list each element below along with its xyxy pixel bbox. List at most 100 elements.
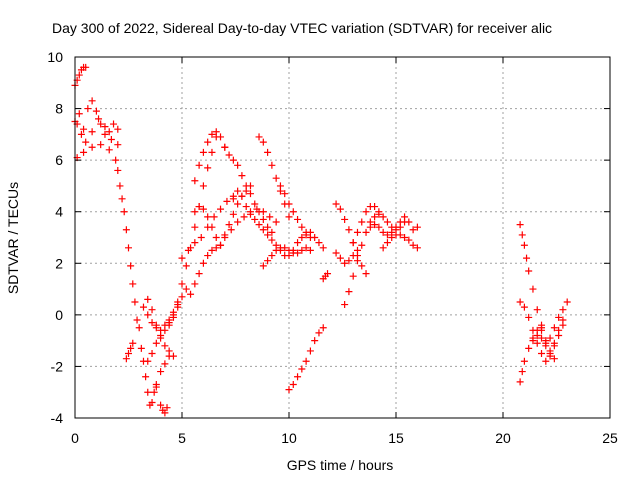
data-point — [238, 192, 246, 200]
series-4 — [114, 166, 143, 332]
data-point — [525, 267, 533, 275]
data-point — [217, 133, 225, 141]
data-point — [525, 344, 533, 352]
data-point — [234, 161, 242, 169]
data-point — [392, 223, 400, 231]
x-tick-label: 25 — [602, 430, 618, 446]
data-point — [272, 246, 280, 254]
data-point — [101, 123, 109, 131]
data-point — [212, 244, 220, 252]
data-point — [349, 252, 357, 260]
data-point — [413, 244, 421, 252]
data-point — [182, 262, 190, 270]
data-point — [306, 228, 314, 236]
data-point — [332, 200, 340, 208]
data-point — [336, 254, 344, 262]
y-axis-label: SDTVAR / TECUs — [5, 182, 21, 294]
data-point — [125, 350, 132, 358]
data-point — [80, 148, 88, 156]
series-26 — [285, 324, 327, 394]
data-point — [542, 357, 550, 365]
data-point — [362, 270, 370, 278]
data-point — [311, 234, 319, 241]
data-point — [268, 252, 276, 260]
data-point — [82, 138, 90, 146]
y-tick-label: 2 — [55, 255, 63, 271]
data-point — [142, 373, 150, 381]
data-point — [289, 380, 297, 388]
data-point — [518, 368, 526, 376]
data-point — [165, 347, 173, 355]
data-point — [122, 226, 130, 234]
data-point — [246, 182, 254, 190]
data-point — [77, 130, 85, 138]
data-point — [375, 223, 383, 231]
series-15 — [178, 192, 237, 262]
data-point — [529, 337, 537, 345]
data-point — [294, 249, 302, 257]
data-point — [383, 239, 391, 247]
y-tick-label: -4 — [51, 410, 64, 426]
data-point — [349, 272, 357, 280]
data-point — [341, 259, 349, 267]
series-37 — [538, 316, 567, 355]
data-point — [272, 174, 280, 182]
series-0 — [71, 63, 90, 89]
data-point — [409, 226, 417, 234]
data-point — [315, 329, 323, 337]
data-point — [294, 373, 302, 381]
data-point — [379, 244, 387, 252]
data-point — [161, 360, 169, 368]
data-point — [152, 339, 160, 347]
data-point — [88, 128, 96, 136]
data-point — [289, 208, 297, 216]
data-point — [525, 313, 533, 321]
data-point — [163, 404, 171, 412]
data-point — [516, 221, 524, 229]
data-point — [520, 241, 528, 249]
x-tick-label: 5 — [178, 430, 186, 446]
data-point — [191, 177, 199, 185]
data-point — [125, 244, 132, 252]
data-point — [266, 213, 274, 221]
data-point — [120, 208, 128, 216]
data-point — [332, 249, 340, 257]
x-tick-label: 15 — [388, 430, 404, 446]
x-tick-label: 20 — [495, 430, 511, 446]
data-point — [131, 298, 139, 306]
data-point — [225, 151, 233, 159]
data-point — [144, 295, 152, 303]
data-point — [268, 161, 276, 169]
data-point — [208, 246, 216, 254]
series-18 — [217, 182, 254, 249]
data-point — [520, 357, 528, 365]
data-point — [302, 244, 310, 252]
series-20 — [221, 205, 280, 241]
series-27 — [332, 200, 370, 278]
data-point — [366, 223, 374, 231]
data-point — [223, 197, 231, 205]
data-point — [533, 331, 541, 339]
data-point — [97, 120, 105, 128]
data-point — [264, 231, 272, 239]
y-tick-label: 8 — [55, 101, 63, 117]
data-point — [550, 355, 558, 363]
data-point — [157, 331, 165, 339]
data-point — [105, 146, 113, 154]
data-point — [341, 215, 349, 223]
data-point — [396, 218, 404, 226]
data-point — [195, 270, 203, 278]
y-tick-label: 10 — [47, 49, 63, 65]
data-point — [88, 143, 96, 151]
data-point — [533, 306, 541, 314]
data-point — [75, 71, 83, 79]
series-25 — [319, 270, 332, 283]
data-point — [135, 324, 143, 332]
data-point — [191, 223, 199, 231]
data-point — [234, 187, 242, 195]
data-point — [191, 208, 199, 216]
data-point — [563, 298, 571, 306]
data-point — [413, 223, 421, 231]
data-point — [345, 257, 353, 265]
